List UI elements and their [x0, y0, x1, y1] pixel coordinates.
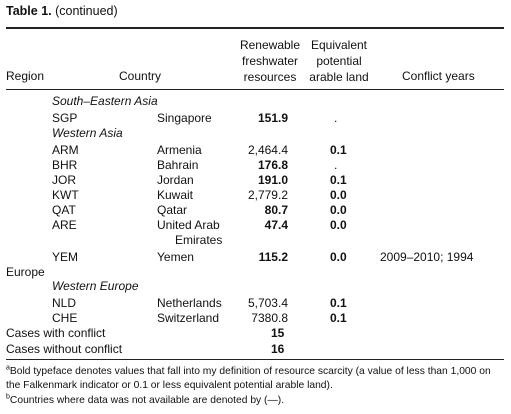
row-land: . [334, 158, 338, 172]
row-country: Switzerland [157, 311, 220, 325]
row-code: QAT [52, 203, 76, 217]
row-country: Jordan [157, 173, 194, 187]
row-country: Singapore [157, 111, 212, 125]
row-water: 5,703.4 [247, 296, 288, 310]
row-code: BHR [52, 158, 78, 172]
footnote-b: bCountries where data was not available … [6, 394, 284, 408]
header-equivalent-line2: potential [316, 54, 362, 68]
table-title-suffix: (continued) [51, 4, 118, 18]
table-number: Table 1. [6, 4, 52, 18]
row-land: 0.0 [330, 188, 347, 202]
summary-with-value: 15 [271, 326, 285, 340]
header-equivalent: Equivalent potential arable land [307, 37, 371, 85]
row-land: 0.1 [330, 143, 347, 157]
subregion-w-asia: Western Asia [52, 126, 123, 140]
row-land: . [334, 111, 338, 125]
row-code: KWT [52, 188, 79, 202]
row-water: 7380.8 [251, 311, 288, 325]
subregion-se-asia: South–Eastern Asia [52, 94, 158, 108]
footnote-a-cont: the Falkenmark indicator or 0.1 or less … [6, 380, 333, 391]
footnote-b-line1: Countries where data was not available a… [9, 395, 285, 406]
header-equivalent-line1: Equivalent [310, 38, 368, 52]
region-europe: Europe [6, 265, 45, 279]
row-country: Bahrain [157, 158, 199, 172]
header-equivalent-line3: arable land [309, 70, 369, 84]
row-code: JOR [52, 173, 76, 187]
top-rule [6, 27, 504, 29]
row-conflict: 2009–2010; 1994 [380, 250, 474, 264]
row-water: 176.8 [257, 158, 288, 172]
summary-with-label: Cases with conflict [6, 326, 106, 340]
row-code: CHE [52, 311, 78, 325]
row-land: 0.0 [330, 250, 347, 264]
row-land: 0.1 [330, 296, 347, 310]
row-country-line2: Emirates [175, 233, 223, 247]
header-conflict: Conflict years [402, 69, 475, 83]
row-land: 0.1 [330, 173, 347, 187]
row-country: Armenia [157, 143, 202, 157]
row-water: 115.2 [258, 250, 288, 264]
row-country: Netherlands [157, 296, 222, 310]
row-country: Yemen [157, 250, 194, 264]
row-land: 0.0 [330, 218, 347, 232]
header-renewable-line1: Renewable [239, 38, 301, 52]
row-code: ARM [52, 143, 79, 157]
header-region: Region [6, 69, 45, 83]
row-water: 47.4 [264, 218, 288, 232]
row-water: 80.7 [264, 203, 288, 217]
row-land: 0.1 [330, 311, 347, 325]
footnote-a: aBold typeface denotes values that fall … [6, 365, 491, 379]
header-rule [6, 89, 504, 90]
table-title: Table 1. (continued) [6, 4, 118, 18]
subregion-w-europe: Western Europe [52, 279, 139, 293]
summary-without-value: 16 [271, 342, 285, 356]
row-country: Kuwait [157, 188, 194, 202]
header-renewable: Renewable freshwater resources [237, 37, 303, 85]
row-land: 0.0 [330, 203, 347, 217]
row-code: SGP [52, 111, 78, 125]
row-water: 2,779.2 [247, 188, 288, 202]
row-water: 151.9 [257, 111, 288, 125]
bottom-rule [6, 359, 504, 360]
footnote-a-line1: Bold typeface denotes values that fall i… [9, 366, 491, 377]
footnote-a-mark: a [6, 364, 10, 372]
row-code: ARE [52, 218, 77, 232]
header-renewable-line2: freshwater [241, 54, 299, 68]
row-country: United Arab [157, 218, 220, 232]
row-code: NLD [52, 296, 77, 310]
row-water: 2,464.4 [247, 143, 288, 157]
summary-without-label: Cases without conflict [6, 342, 123, 356]
header-country: Country [119, 69, 162, 83]
row-water: 191.0 [257, 173, 288, 187]
footnote-b-mark: b [6, 393, 10, 401]
header-renewable-line3: resources [243, 70, 297, 84]
row-code: YEM [52, 250, 79, 264]
row-country: Qatar [157, 203, 188, 217]
